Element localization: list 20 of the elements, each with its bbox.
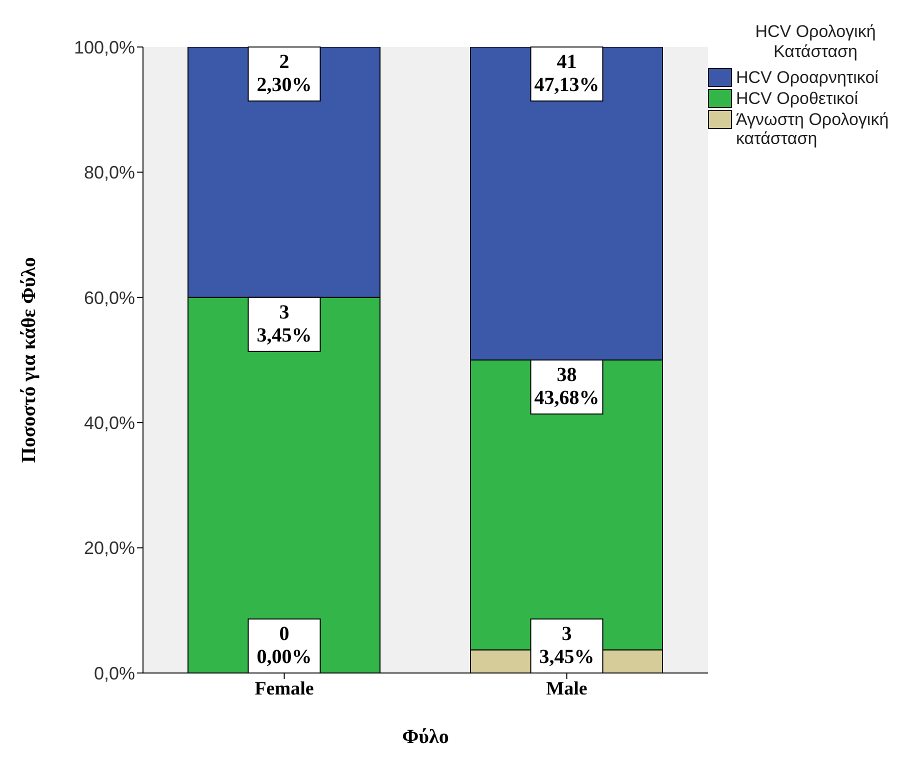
annotation: 0 0,00%	[256, 623, 312, 668]
legend-label: HCV Οροθετικοί	[736, 89, 858, 108]
y-tick-label: 80,0%	[84, 162, 135, 183]
x-tick-label: Male	[546, 678, 588, 700]
y-tick-label: 40,0%	[84, 412, 135, 433]
annotation: 38 43,68%	[534, 364, 600, 409]
y-tick-label: 100,0%	[74, 37, 135, 58]
legend-label: HCV Οροαρνητικοί	[736, 68, 878, 87]
y-tick-label: 60,0%	[84, 288, 135, 308]
y-tick-label: 0,0%	[94, 663, 135, 684]
y-axis-title: Ποσοστό για κάθε Φύλο	[18, 257, 40, 463]
annotation: 2 2,30%	[256, 51, 312, 96]
legend-label: Άγνωστη Ορολογική κατάσταση	[736, 110, 890, 148]
legend-title: HCV Ορολογική Κατάσταση	[754, 22, 877, 62]
annotation: 3 3,45%	[256, 301, 312, 346]
annotation: 3 3,45%	[539, 623, 594, 668]
y-tick-label: 20,0%	[84, 538, 135, 558]
x-axis-title: Φύλο	[402, 726, 449, 748]
annotation: 41 47,13%	[534, 51, 600, 96]
x-tick-label: Female	[254, 678, 314, 700]
